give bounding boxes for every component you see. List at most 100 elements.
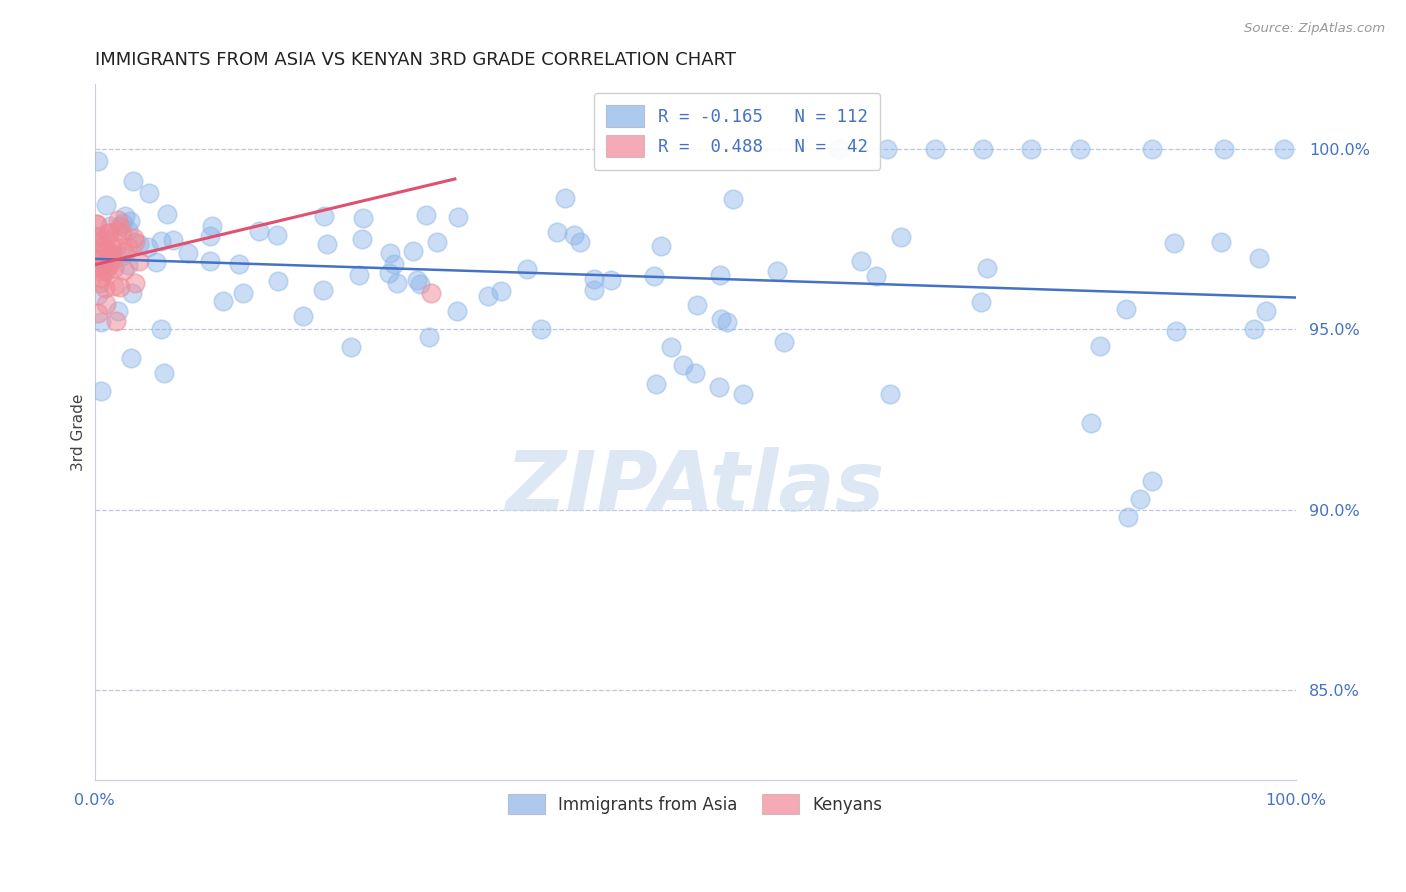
Point bbox=[1140, 142, 1163, 156]
Point bbox=[645, 376, 668, 391]
Point bbox=[136, 240, 159, 254]
Point bbox=[94, 244, 117, 258]
Point bbox=[156, 207, 179, 221]
Point bbox=[87, 288, 110, 302]
Point bbox=[98, 259, 121, 273]
Point bbox=[93, 237, 115, 252]
Point bbox=[162, 233, 184, 247]
Point bbox=[90, 315, 112, 329]
Point bbox=[267, 274, 290, 288]
Point bbox=[103, 278, 125, 293]
Legend: Immigrants from Asia, Kenyans: Immigrants from Asia, Kenyans bbox=[498, 784, 893, 824]
Point bbox=[114, 244, 136, 259]
Point bbox=[103, 260, 125, 275]
Point bbox=[1272, 142, 1295, 156]
Point bbox=[582, 272, 605, 286]
Point bbox=[87, 230, 110, 244]
Point bbox=[1090, 339, 1112, 353]
Point bbox=[1243, 322, 1265, 336]
Point bbox=[121, 351, 143, 366]
Point bbox=[409, 277, 432, 291]
Point bbox=[686, 298, 709, 312]
Point bbox=[149, 322, 172, 336]
Point bbox=[347, 268, 370, 282]
Point bbox=[110, 219, 132, 234]
Point bbox=[100, 245, 122, 260]
Point bbox=[93, 263, 115, 277]
Point bbox=[516, 261, 538, 276]
Point bbox=[177, 246, 200, 260]
Point bbox=[970, 294, 993, 309]
Point bbox=[266, 227, 288, 242]
Point bbox=[90, 252, 112, 267]
Point bbox=[446, 304, 468, 318]
Point bbox=[672, 359, 695, 373]
Point bbox=[350, 232, 373, 246]
Point bbox=[1129, 491, 1152, 506]
Point bbox=[723, 192, 745, 206]
Point bbox=[489, 284, 512, 298]
Point bbox=[415, 208, 437, 222]
Point bbox=[100, 247, 122, 261]
Point bbox=[86, 264, 108, 278]
Point bbox=[94, 198, 117, 212]
Point bbox=[101, 240, 124, 254]
Point bbox=[228, 256, 250, 270]
Point bbox=[707, 380, 730, 394]
Point bbox=[772, 334, 794, 349]
Point bbox=[659, 341, 682, 355]
Point bbox=[716, 315, 738, 329]
Point bbox=[105, 224, 128, 238]
Point bbox=[876, 142, 898, 156]
Point bbox=[1140, 474, 1163, 488]
Point bbox=[709, 268, 731, 282]
Point bbox=[84, 229, 107, 244]
Point bbox=[84, 236, 107, 251]
Point bbox=[124, 277, 146, 291]
Point bbox=[232, 286, 254, 301]
Point bbox=[599, 273, 621, 287]
Point bbox=[86, 260, 108, 275]
Point bbox=[93, 281, 115, 295]
Point bbox=[419, 286, 441, 301]
Point bbox=[378, 246, 401, 260]
Point bbox=[90, 271, 112, 285]
Point bbox=[733, 387, 755, 401]
Point bbox=[94, 264, 117, 278]
Point bbox=[124, 235, 146, 249]
Point bbox=[98, 253, 121, 268]
Point bbox=[105, 239, 128, 253]
Point bbox=[447, 210, 470, 224]
Point bbox=[89, 277, 111, 291]
Point bbox=[477, 289, 499, 303]
Point bbox=[1115, 302, 1137, 317]
Point bbox=[312, 209, 335, 223]
Point bbox=[145, 255, 167, 269]
Point bbox=[107, 304, 129, 318]
Point bbox=[1164, 324, 1187, 338]
Point bbox=[98, 219, 121, 233]
Point bbox=[104, 314, 127, 328]
Point bbox=[530, 322, 553, 336]
Point bbox=[117, 223, 139, 237]
Point bbox=[117, 258, 139, 272]
Point bbox=[650, 239, 672, 253]
Point bbox=[315, 236, 337, 251]
Point bbox=[554, 191, 576, 205]
Point bbox=[128, 253, 150, 268]
Text: IMMIGRANTS FROM ASIA VS KENYAN 3RD GRADE CORRELATION CHART: IMMIGRANTS FROM ASIA VS KENYAN 3RD GRADE… bbox=[94, 51, 735, 69]
Point bbox=[879, 387, 901, 401]
Point bbox=[352, 211, 374, 225]
Point bbox=[112, 262, 135, 277]
Point bbox=[568, 235, 591, 250]
Point bbox=[121, 286, 143, 301]
Point bbox=[150, 234, 173, 248]
Point bbox=[87, 154, 110, 169]
Point bbox=[418, 329, 440, 343]
Y-axis label: 3rd Grade: 3rd Grade bbox=[72, 393, 86, 471]
Point bbox=[406, 273, 429, 287]
Point bbox=[890, 230, 912, 244]
Point bbox=[117, 240, 139, 254]
Point bbox=[924, 142, 946, 156]
Point bbox=[1069, 142, 1091, 156]
